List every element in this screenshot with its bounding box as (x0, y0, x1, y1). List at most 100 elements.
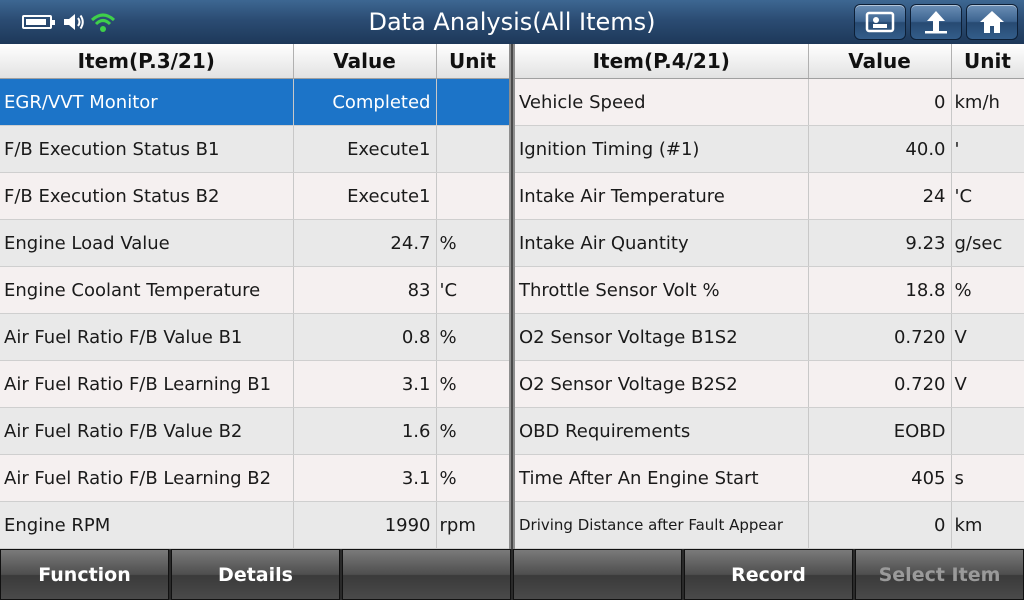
item-name: OBD Requirements (515, 407, 809, 455)
item-value: 1990 (293, 501, 437, 549)
table-row[interactable]: Engine RPM 1990 rpm (0, 501, 510, 549)
item-value: Execute1 (293, 172, 437, 220)
table-row[interactable]: Ignition Timing (#1) 40.0 ' (515, 125, 1024, 173)
item-unit: % (951, 266, 1024, 314)
item-name: O2 Sensor Voltage B2S2 (515, 360, 809, 408)
item-unit (436, 125, 510, 173)
table-row[interactable]: O2 Sensor Voltage B1S2 0.720 V (515, 313, 1024, 361)
item-unit: 'C (436, 266, 510, 314)
item-value: 24.7 (293, 219, 437, 267)
item-unit: g/sec (951, 219, 1024, 267)
screenshot-button[interactable] (854, 4, 906, 40)
table-row[interactable]: Throttle Sensor Volt % 18.8% (515, 266, 1024, 314)
item-unit (436, 172, 510, 220)
right-data-table: Item(P.4/21) Value Unit Vehicle Speed 0 km… (515, 44, 1024, 549)
table-row[interactable]: OBD Requirements EOBD (515, 407, 1024, 455)
item-value: 24 (808, 172, 952, 220)
item-value: 9.23 (808, 219, 952, 267)
item-unit: km/h (951, 78, 1024, 126)
back-icon (925, 11, 947, 34)
item-name: Intake Air Temperature (515, 172, 809, 220)
item-column-header[interactable]: Item(P.4/21) (515, 44, 809, 79)
table-row[interactable]: Intake Air Temperature 24 'C (515, 172, 1024, 220)
item-value: 1.6 (293, 407, 437, 455)
home-button[interactable] (966, 4, 1018, 40)
table-row[interactable]: EGR/VVT Monitor Completed (0, 78, 510, 126)
table-row[interactable]: Time After An Engine Start 405 s (515, 454, 1024, 502)
item-unit: km (951, 501, 1024, 549)
item-name: Ignition Timing (#1) (515, 125, 809, 173)
screenshot-icon (865, 11, 895, 33)
empty-button-2 (513, 549, 682, 600)
item-value: Completed (293, 78, 437, 126)
table-row[interactable]: Air Fuel Ratio F/B Value B2 1.6% (0, 407, 510, 455)
item-value: 40.0 (808, 125, 952, 173)
item-unit: 'C (951, 172, 1024, 220)
value-column-header[interactable]: Value (808, 44, 952, 79)
item-name: Air Fuel Ratio F/B Learning B1 (0, 360, 294, 408)
item-unit: % (436, 313, 510, 361)
table-row[interactable]: Engine Load Value 24.7% (0, 219, 510, 267)
item-unit: % (436, 454, 510, 502)
item-column-header[interactable]: Item(P.3/21) (0, 44, 294, 79)
item-value: 0.720 (808, 360, 952, 408)
status-area (22, 9, 116, 35)
item-value: 83 (293, 266, 437, 314)
unit-column-header[interactable]: Unit (951, 44, 1024, 79)
value-column-header[interactable]: Value (293, 44, 437, 79)
item-name: Vehicle Speed (515, 78, 809, 126)
home-icon (980, 11, 1004, 33)
item-value: 0.720 (808, 313, 952, 361)
function-button[interactable]: Function (0, 549, 169, 600)
table-row[interactable]: Air Fuel Ratio F/B Value B1 0.8% (0, 313, 510, 361)
select-item-button[interactable]: Select Item (855, 549, 1024, 600)
table-row[interactable]: Engine Coolant Temperature 83 'C (0, 266, 510, 314)
item-name: O2 Sensor Voltage B1S2 (515, 313, 809, 361)
table-row[interactable]: Intake Air Quantity 9.23 g/sec (515, 219, 1024, 267)
item-value: 405 (808, 454, 952, 502)
table-row[interactable]: Vehicle Speed 0 km/h (515, 78, 1024, 126)
item-value: 18.8 (808, 266, 952, 314)
item-value: 0 (808, 501, 952, 549)
unit-column-header[interactable]: Unit (436, 44, 510, 79)
item-unit: ' (951, 125, 1024, 173)
speaker-icon (64, 14, 84, 30)
title-bar: Data Analysis(All Items) (0, 0, 1024, 45)
item-name: Engine Load Value (0, 219, 294, 267)
table-row[interactable]: F/B Execution Status B1 Execute1 (0, 125, 510, 173)
bottom-toolbar: Function Details Record Select Item (0, 549, 1024, 600)
panel-divider (509, 44, 515, 549)
table-row[interactable]: Driving Distance after Fault Appear 0 km (515, 501, 1024, 549)
item-value: 3.1 (293, 360, 437, 408)
back-button[interactable] (910, 4, 962, 40)
item-name: Intake Air Quantity (515, 219, 809, 267)
item-unit: V (951, 313, 1024, 361)
item-unit: % (436, 407, 510, 455)
item-unit: % (436, 219, 510, 267)
item-name: Air Fuel Ratio F/B Value B1 (0, 313, 294, 361)
table-row[interactable]: F/B Execution Status B2 Execute1 (0, 172, 510, 220)
item-unit: V (951, 360, 1024, 408)
wifi-icon (90, 13, 116, 32)
record-button[interactable]: Record (684, 549, 853, 600)
table-row[interactable]: O2 Sensor Voltage B2S2 0.720 V (515, 360, 1024, 408)
item-name: F/B Execution Status B2 (0, 172, 294, 220)
details-button[interactable]: Details (171, 549, 340, 600)
item-unit: % (436, 360, 510, 408)
item-unit (436, 78, 510, 126)
item-value: 3.1 (293, 454, 437, 502)
item-name: Engine Coolant Temperature (0, 266, 294, 314)
item-unit: s (951, 454, 1024, 502)
item-name: Air Fuel Ratio F/B Value B2 (0, 407, 294, 455)
table-row[interactable]: Air Fuel Ratio F/B Learning B1 3.1% (0, 360, 510, 408)
item-name: Air Fuel Ratio F/B Learning B2 (0, 454, 294, 502)
left-data-table: Item(P.3/21) Value Unit EGR/VVT Monitor C… (0, 44, 510, 549)
empty-button-1 (342, 549, 511, 600)
table-row[interactable]: Air Fuel Ratio F/B Learning B2 3.1% (0, 454, 510, 502)
item-unit (951, 407, 1024, 455)
item-name: Engine RPM (0, 501, 294, 549)
item-name: Throttle Sensor Volt % (515, 266, 809, 314)
item-name: F/B Execution Status B1 (0, 125, 294, 173)
item-unit: rpm (436, 501, 510, 549)
item-name: Driving Distance after Fault Appear (515, 501, 809, 549)
